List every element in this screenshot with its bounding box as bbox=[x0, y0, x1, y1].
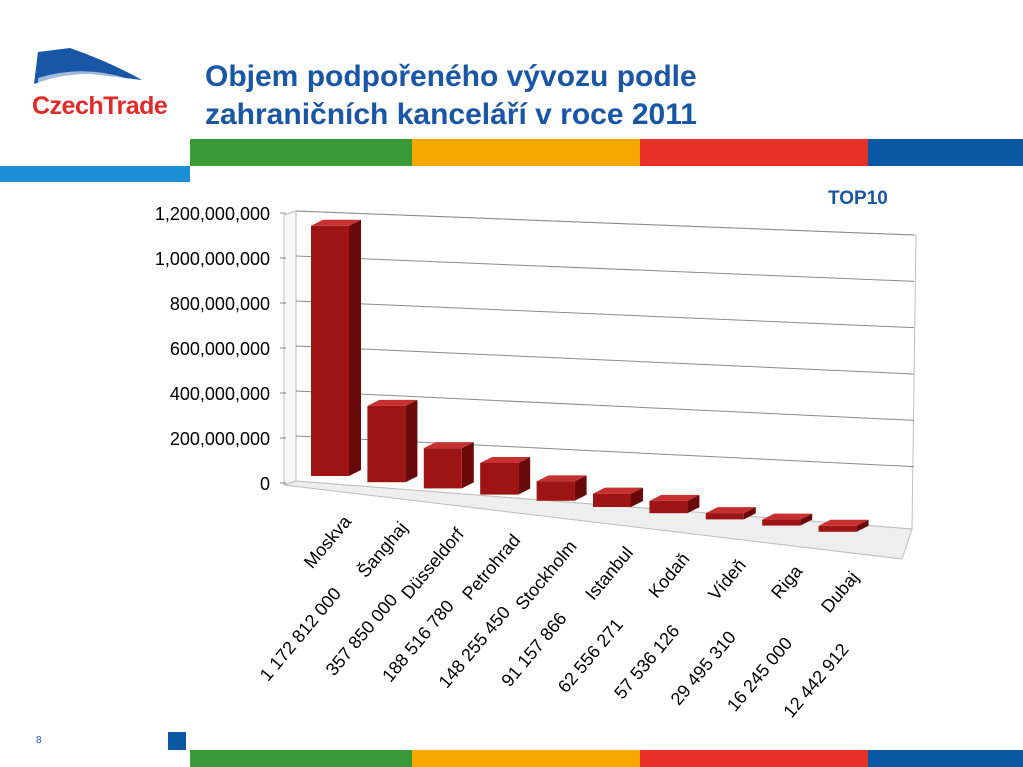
bar bbox=[762, 519, 801, 526]
bar-side bbox=[800, 513, 813, 526]
x-category-label: Dubaj bbox=[817, 568, 863, 617]
gridline bbox=[295, 345, 915, 375]
gridline bbox=[295, 255, 915, 282]
top10-label: TOP10 bbox=[828, 188, 888, 209]
stripe-green bbox=[190, 139, 412, 166]
bar-top bbox=[593, 487, 643, 494]
bar-top bbox=[818, 519, 869, 526]
czechtrade-logo: CzechTrade bbox=[32, 48, 168, 120]
gridline bbox=[295, 300, 915, 329]
bar-top bbox=[311, 219, 361, 226]
slide-title-line2: zahraničních kanceláří v roce 2011 bbox=[205, 98, 697, 131]
bar-side bbox=[743, 507, 756, 520]
x-category-label: Petrohrad bbox=[458, 530, 524, 603]
gridline bbox=[295, 390, 915, 421]
footer-stripe-green bbox=[190, 750, 412, 767]
page-number: 8 bbox=[36, 735, 42, 746]
y-tick-label: 400,000,000 bbox=[170, 384, 270, 404]
bar bbox=[367, 405, 406, 483]
stripe-orange bbox=[412, 139, 640, 166]
bar bbox=[311, 225, 349, 476]
bar bbox=[818, 525, 857, 532]
bar bbox=[423, 448, 462, 489]
gridline bbox=[295, 210, 915, 236]
bar bbox=[705, 513, 744, 520]
bar-top bbox=[367, 399, 418, 406]
footer-square-icon bbox=[168, 732, 186, 750]
x-category-label: Vídeň bbox=[704, 555, 750, 604]
bar-side bbox=[405, 399, 418, 483]
bar-chart: 0 200,000,000 400,000,000 600,000,000 800,00… bbox=[155, 204, 917, 721]
x-category-label: Šanghaj bbox=[353, 517, 412, 581]
footer-stripe-orange bbox=[412, 750, 640, 767]
bar-side bbox=[518, 456, 531, 495]
bar-top bbox=[649, 494, 700, 501]
bar-side bbox=[856, 519, 869, 532]
logo-swoosh-icon bbox=[38, 71, 142, 84]
bar-top bbox=[705, 507, 756, 514]
bar bbox=[593, 493, 631, 507]
footer-stripe-blue bbox=[868, 750, 1023, 767]
bar-side bbox=[574, 475, 587, 501]
stripe-lightblue bbox=[0, 166, 190, 182]
x-category-label: Istanbul bbox=[581, 543, 637, 604]
slide-title-line1: Objem podpořeného vývozu podle bbox=[205, 60, 697, 93]
slide-title: Objem podpořeného vývozu podle zahraničn… bbox=[205, 58, 697, 134]
bar-top bbox=[480, 456, 531, 463]
x-category-label: Riga bbox=[767, 561, 807, 603]
bar-side bbox=[461, 442, 474, 489]
bar-side bbox=[687, 494, 700, 514]
y-tick-label: 800,000,000 bbox=[170, 294, 270, 314]
x-category-label: Moskva bbox=[300, 511, 356, 572]
stripe-red bbox=[640, 139, 868, 166]
bar bbox=[536, 481, 575, 501]
y-tick-label: 0 bbox=[260, 474, 270, 494]
x-category-label: Stockholm bbox=[511, 537, 580, 614]
bar bbox=[480, 462, 519, 495]
bar-top bbox=[762, 513, 813, 520]
y-tick-label: 600,000,000 bbox=[170, 339, 270, 359]
bar-top bbox=[536, 475, 587, 482]
y-tick-label: 200,000,000 bbox=[170, 429, 270, 449]
y-tick-label: 1,200,000,000 bbox=[155, 204, 270, 224]
chart-floor bbox=[283, 480, 913, 560]
bar-side bbox=[631, 487, 643, 507]
logo-text: CzechTrade bbox=[32, 92, 168, 120]
bar-side bbox=[349, 219, 361, 476]
footer-stripe-red bbox=[640, 750, 868, 767]
bar bbox=[649, 500, 688, 514]
x-category-label: Kodaň bbox=[645, 549, 694, 602]
y-tick-label: 1,000,000,000 bbox=[155, 249, 270, 269]
bar-top bbox=[423, 442, 474, 449]
stripe-blue bbox=[868, 139, 1023, 166]
